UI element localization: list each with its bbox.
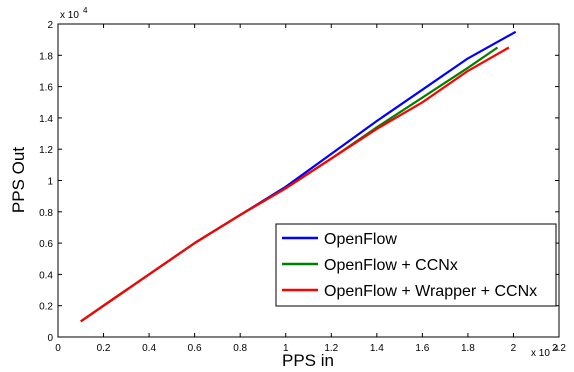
x-tick-label: 1.6 <box>415 343 429 354</box>
x-tick-label: 1.2 <box>324 343 338 354</box>
y-axis-label: PPS Out <box>9 147 28 213</box>
legend-label-1: OpenFlow + CCNx <box>324 257 458 274</box>
y-tick-label: 0.8 <box>39 208 53 219</box>
x-axis-label: PPS in <box>282 351 334 370</box>
y-tick-label: 1 <box>47 177 53 188</box>
legend-label-0: OpenFlow <box>324 231 397 248</box>
y-tick-label: 0.2 <box>39 302 53 313</box>
y-tick-label: 1.2 <box>39 145 53 156</box>
x-tick-label: 2 <box>511 343 517 354</box>
svg-text:4: 4 <box>83 6 88 15</box>
svg-text:x 10: x 10 <box>531 348 550 359</box>
x-tick-label: 0.6 <box>188 343 202 354</box>
y-tick-label: 0 <box>47 333 53 344</box>
svg-text:x 10: x 10 <box>60 10 79 21</box>
x-tick-label: 0.4 <box>142 343 156 354</box>
y-tick-label: 0.6 <box>39 239 53 250</box>
x-axis-ticks: 0 0.2 0.4 0.6 0.8 1 1.2 1.4 1.6 1.8 2 2.2 <box>55 24 566 354</box>
y-axis-multiplier: x 10 4 <box>60 6 88 21</box>
x-tick-label: 1.8 <box>461 343 475 354</box>
x-tick-label: 1.4 <box>370 343 384 354</box>
legend: OpenFlow OpenFlow + CCNx OpenFlow + Wrappe… <box>275 223 557 307</box>
y-tick-label: 2 <box>47 20 53 31</box>
x-tick-label: 0 <box>55 343 61 354</box>
x-tick-label: 0.8 <box>233 343 247 354</box>
legend-box <box>275 223 557 307</box>
y-tick-label: 0.4 <box>39 270 53 281</box>
y-tick-label: 1.8 <box>39 51 53 62</box>
x-axis-multiplier: x 10 4 <box>531 344 559 359</box>
series-line-2 <box>80 46 510 323</box>
x-tick-label: 1 <box>283 343 289 354</box>
legend-label-2: OpenFlow + Wrapper + CCNx <box>324 283 537 300</box>
svg-text:4: 4 <box>554 344 559 353</box>
y-tick-label: 1.6 <box>39 83 53 94</box>
series-lines <box>80 30 517 323</box>
x-tick-label: 2.2 <box>552 343 566 354</box>
y-tick-label: 1.4 <box>39 114 53 125</box>
x-tick-label: 0.2 <box>97 343 111 354</box>
